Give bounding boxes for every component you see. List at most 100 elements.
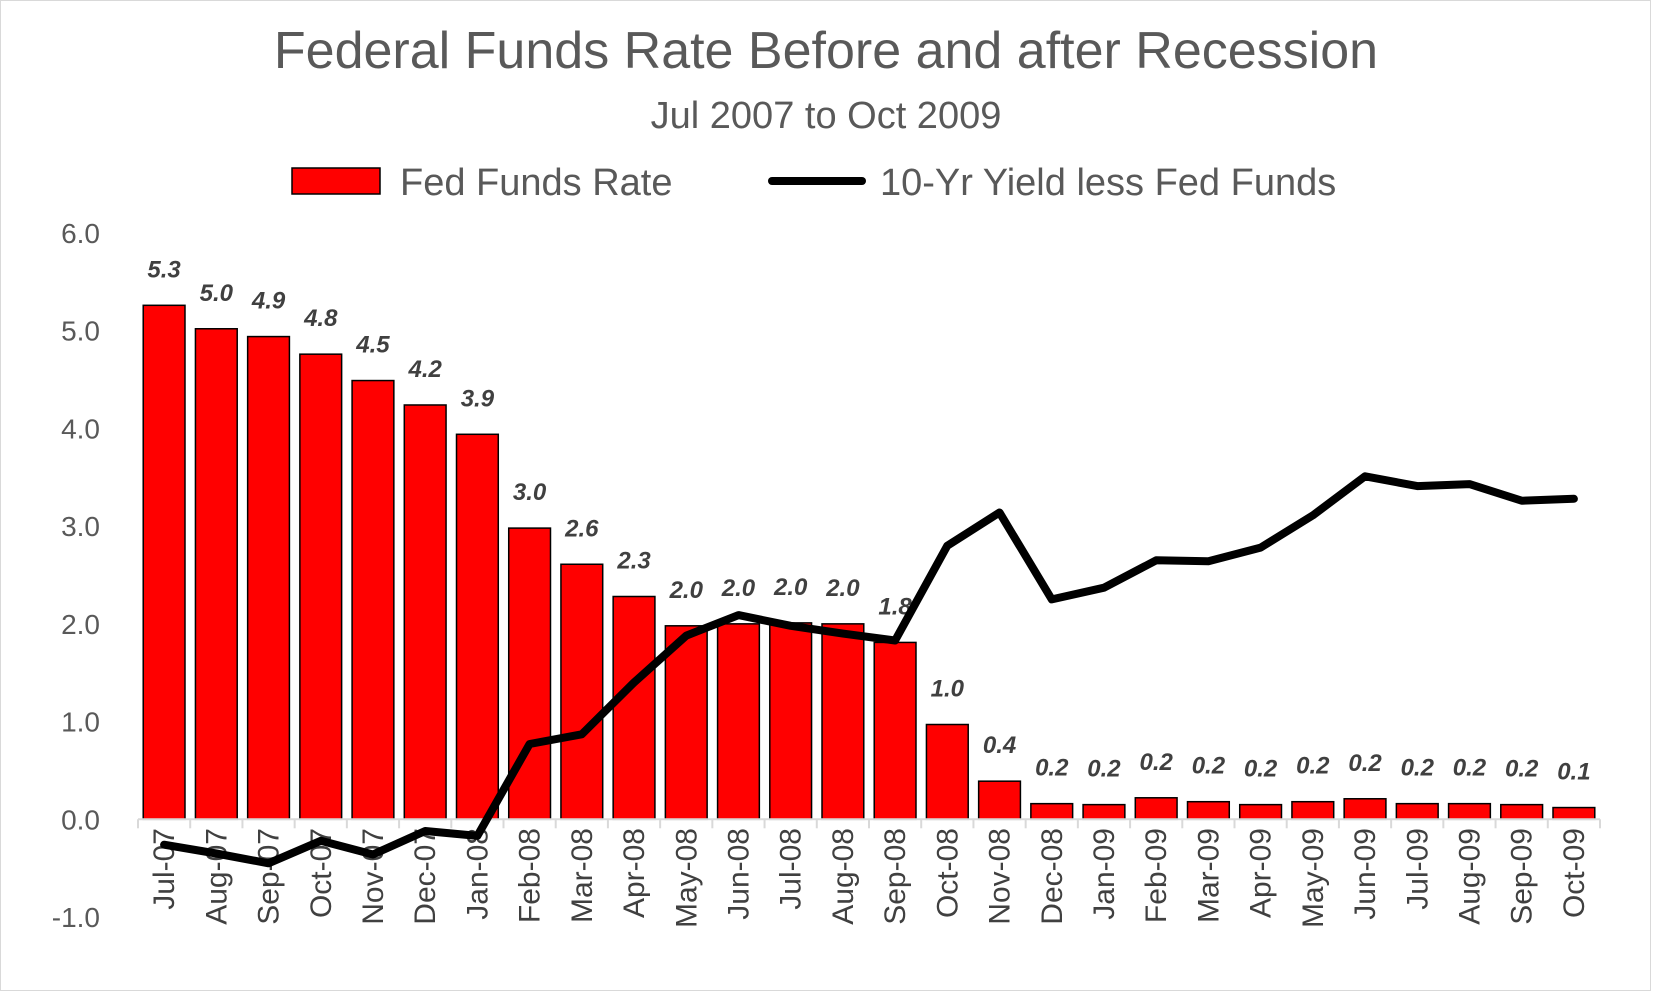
bar-nov-07 (351, 379, 395, 821)
bar-data-label: 5.3 (147, 256, 181, 283)
legend-swatch-bar (291, 167, 381, 195)
bar-data-label: 0.2 (1035, 755, 1069, 782)
y-tick-label: 4.0 (61, 413, 100, 444)
x-tick-label: Jul-09 (1401, 828, 1434, 910)
bar-data-label: 0.2 (1401, 755, 1435, 782)
line-point-apr-09 (1259, 546, 1262, 549)
x-tick-label: Mar-08 (566, 828, 599, 923)
line-point-mar-09 (1207, 560, 1210, 563)
x-tick-label: Mar-09 (1192, 828, 1225, 923)
bar-jul-08 (769, 622, 813, 821)
line-point-sep-07 (267, 862, 270, 865)
bar-sep-09 (1500, 803, 1544, 821)
bar-data-labels: 5.3 5.0 4.9 4.8 4.5 4.2 3.9 3.0 2.6 2.3 2.0 2.0 2.0 2… (147, 256, 1590, 785)
bar-data-label: 2.0 (825, 575, 860, 602)
x-tick-label: Feb-08 (514, 828, 547, 923)
line-point-may-08 (685, 634, 688, 637)
bar-data-label: 4.8 (303, 305, 338, 332)
bar-data-label: 0.1 (1557, 759, 1590, 786)
bar-data-label: 0.2 (1192, 753, 1226, 780)
bar-series (142, 304, 1596, 821)
bar-data-label: 0.2 (1505, 756, 1539, 783)
y-axis: 6.0 5.0 4.0 3.0 2.0 1.0 0.0 -1.0 (52, 218, 100, 933)
x-tick-label: Apr-08 (618, 828, 651, 918)
bar-dec-07 (403, 404, 447, 821)
bar-apr-09 (1238, 803, 1283, 821)
line-point-sep-08 (894, 639, 897, 642)
bar-sep-08 (873, 641, 917, 821)
bar-jul-09 (1395, 802, 1439, 821)
x-axis: Jul-07 Aug-07 Sep-07 Oct-07 Nov-07 Dec-07 Jan-… (137, 818, 1601, 928)
x-tick-label: Nov-07 (357, 828, 390, 925)
x-tick-label: Sep-07 (253, 828, 286, 925)
x-tick-label: Jul-08 (775, 828, 808, 910)
x-tick-label: Jul-07 (148, 828, 181, 910)
x-tick-label: Dec-08 (1036, 828, 1069, 925)
bar-apr-08 (612, 595, 656, 821)
bar-data-label: 0.2 (1244, 756, 1278, 783)
line-10yr-yield-less-fed-funds (160, 472, 1578, 868)
bar-data-label: 2.0 (669, 577, 704, 604)
bar-data-label: 2.0 (773, 574, 808, 601)
x-tick-label: Nov-08 (984, 828, 1017, 925)
line-point-nov-08 (998, 511, 1001, 514)
bar-data-label: 4.2 (407, 356, 442, 383)
line-point-jul-08 (789, 624, 792, 627)
bar-data-label: 5.0 (200, 280, 234, 307)
x-tick-label: Sep-08 (879, 828, 912, 925)
x-tick-label: Jun-08 (722, 828, 755, 920)
x-tick-label: Oct-09 (1558, 828, 1591, 918)
x-tick-label: Aug-09 (1453, 828, 1486, 925)
bar-may-08 (664, 625, 708, 821)
line-point-apr-08 (633, 681, 636, 684)
bar-data-label: 3.0 (513, 479, 547, 506)
y-tick-label: 5.0 (61, 316, 100, 347)
bar-data-label: 0.2 (1348, 750, 1382, 777)
bar-data-label: 0.2 (1139, 749, 1173, 776)
line-point-feb-08 (528, 743, 531, 746)
x-tick-label: May-08 (670, 828, 703, 928)
bar-dec-08 (1030, 802, 1074, 821)
bar-oct-09 (1552, 806, 1596, 821)
legend: Fed Funds Rate 10-Yr Yield less Fed Fund… (291, 162, 1336, 204)
line-point-may-09 (1311, 514, 1314, 517)
line-point-dec-07 (424, 830, 427, 833)
x-tick-label: Aug-08 (827, 828, 860, 925)
bar-oct-08 (925, 723, 969, 821)
bar-may-09 (1291, 800, 1335, 821)
bar-aug-09 (1447, 802, 1492, 821)
line-point-jan-09 (1102, 586, 1105, 589)
line-point-aug-07 (215, 852, 218, 855)
bar-data-label: 2.0 (721, 575, 756, 602)
y-tick-label: -1.0 (52, 902, 100, 933)
bar-data-label: 0.2 (1296, 753, 1330, 780)
x-tick-label: Dec-07 (409, 828, 442, 925)
line-point-sep-09 (1520, 499, 1523, 502)
bar-aug-07 (194, 328, 238, 821)
bar-mar-09 (1186, 800, 1231, 821)
bar-jul-07 (142, 304, 186, 821)
line-point-nov-07 (371, 853, 374, 856)
chart-subtitle: Jul 2007 to Oct 2009 (651, 95, 1002, 137)
bar-nov-08 (977, 780, 1022, 821)
x-tick-label: Apr-09 (1245, 828, 1278, 918)
y-tick-label: 3.0 (61, 511, 100, 542)
x-tick-label: Jan-08 (461, 828, 494, 920)
bar-data-label: 4.9 (251, 288, 286, 315)
x-tick-label: Oct-08 (931, 828, 964, 918)
x-tick-label: Jan-09 (1088, 828, 1121, 920)
bar-data-label: 0.2 (1087, 756, 1121, 783)
line-point-jul-09 (1416, 485, 1419, 488)
line-point-oct-08 (946, 544, 949, 547)
bar-jun-08 (716, 623, 761, 821)
x-tick-label: Jun-09 (1349, 828, 1382, 920)
y-tick-label: 1.0 (61, 707, 100, 738)
x-tick-label: Aug-07 (200, 828, 233, 925)
line-point-mar-08 (580, 733, 583, 736)
y-tick-label: 0.0 (61, 804, 100, 835)
bar-oct-07 (299, 353, 343, 821)
line-point-jul-07 (163, 843, 166, 846)
line-point-feb-09 (1155, 559, 1158, 562)
bar-data-label: 3.9 (461, 385, 495, 412)
